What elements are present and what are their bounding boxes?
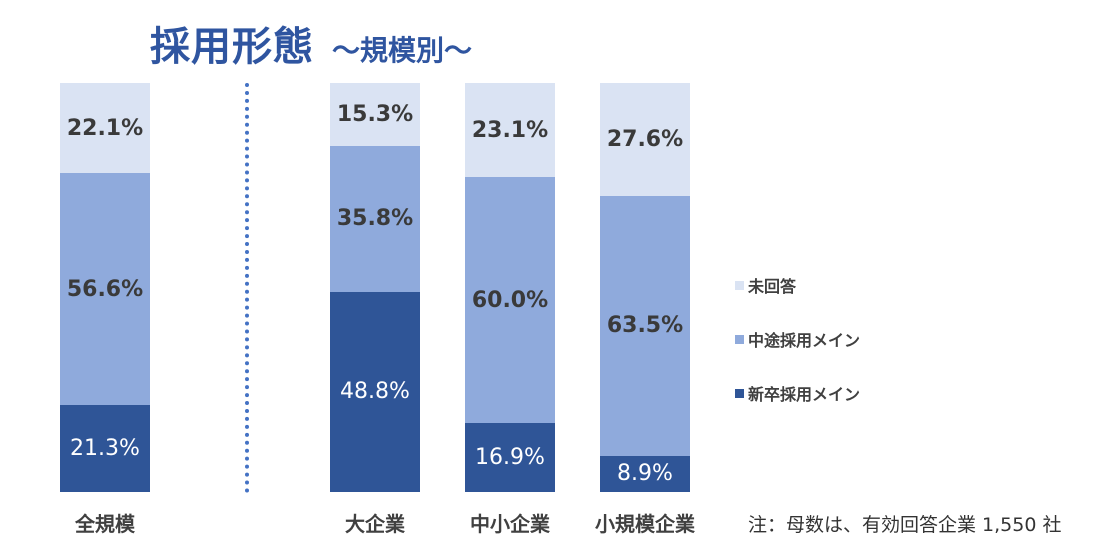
legend-label: 中途採用メイン bbox=[748, 331, 861, 350]
segment-no-answer: 22.1% bbox=[60, 83, 150, 174]
bar-all-sizes: 22.1% 56.6% 21.3% bbox=[60, 83, 150, 492]
chart-legend: 未回答 中途採用メイン 新卒採用メイン bbox=[735, 258, 860, 420]
segment-no-answer: 15.3% bbox=[330, 83, 420, 146]
title-main: 採用形態 bbox=[150, 24, 314, 70]
segment-midcareer: 35.8% bbox=[330, 145, 420, 292]
legend-swatch-icon bbox=[735, 280, 744, 290]
legend-swatch-icon bbox=[735, 388, 744, 398]
bar-large: 15.3% 35.8% 48.8% bbox=[330, 83, 420, 492]
segment-new-grad: 21.3% bbox=[60, 404, 150, 492]
category-label: 大企業 bbox=[345, 512, 405, 536]
legend-label: 新卒採用メイン bbox=[748, 385, 861, 404]
segment-no-answer: 23.1% bbox=[465, 83, 555, 178]
segment-no-answer: 27.6% bbox=[600, 83, 690, 196]
segment-midcareer: 63.5% bbox=[600, 195, 690, 456]
segment-new-grad: 48.8% bbox=[330, 291, 420, 492]
legend-label: 未回答 bbox=[748, 277, 797, 296]
chart-title: 採用形態 ～規模別～ bbox=[150, 14, 472, 72]
legend-swatch-icon bbox=[735, 334, 744, 344]
bar-sme: 23.1% 60.0% 16.9% bbox=[465, 83, 555, 492]
footnote: 注：母数は、有効回答企業 1,550 社 bbox=[748, 514, 1062, 536]
segment-new-grad: 16.9% bbox=[465, 422, 555, 492]
segment-midcareer: 56.6% bbox=[60, 173, 150, 405]
title-subtitle: ～規模別～ bbox=[332, 34, 473, 67]
segment-midcareer: 60.0% bbox=[465, 177, 555, 423]
legend-item-midcareer: 中途採用メイン bbox=[735, 312, 860, 366]
dotted-divider bbox=[245, 83, 249, 493]
category-label: 全規模 bbox=[75, 512, 135, 536]
legend-item-new-grad: 新卒採用メイン bbox=[735, 366, 860, 420]
segment-new-grad: 8.9% bbox=[600, 455, 690, 492]
category-label: 中小企業 bbox=[470, 512, 550, 536]
legend-item-no-answer: 未回答 bbox=[735, 258, 860, 312]
bar-small: 27.6% 63.5% 8.9% bbox=[600, 83, 690, 492]
category-label: 小規模企業 bbox=[595, 512, 695, 536]
